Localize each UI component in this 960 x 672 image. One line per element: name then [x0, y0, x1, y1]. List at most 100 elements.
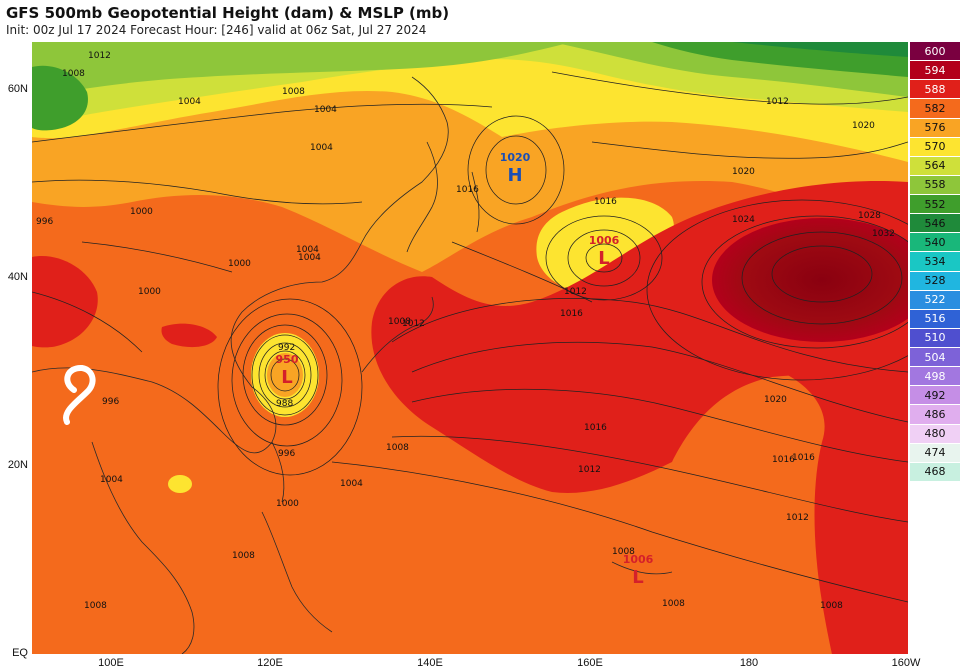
- isobar-label: 1020: [764, 395, 787, 405]
- isobar-labels: 1012 1008 1004 1004 1008 1004 1000 1000 …: [36, 51, 895, 611]
- height-field-600: [712, 218, 908, 342]
- low-pressure-l-south: L: [632, 567, 643, 588]
- isobar-label: 1000: [228, 259, 251, 269]
- isobars: [32, 71, 908, 603]
- isobar-label: 1004: [296, 245, 319, 255]
- isobar-label: 1008: [84, 601, 107, 611]
- isobar-label: 1008: [820, 601, 843, 611]
- lon-label-100e: 100E: [98, 657, 124, 669]
- isobar-label: 1012: [766, 97, 789, 107]
- legend-entry: 468: [910, 462, 960, 482]
- small-low-576: [168, 475, 192, 493]
- legend-swatch: 570: [910, 137, 960, 156]
- isobar-label: 1028: [858, 211, 881, 221]
- legend-swatch: 510: [910, 328, 960, 347]
- isobar-label: 1004: [314, 105, 337, 115]
- legend-swatch: 486: [910, 405, 960, 424]
- isobar-label: 1004: [340, 479, 363, 489]
- legend-entry: 528: [910, 271, 960, 291]
- typhoon-l: L: [281, 367, 292, 388]
- legend-entry: 522: [910, 290, 960, 310]
- map-canvas: 1012 1008 1004 1004 1008 1004 1000 1000 …: [32, 42, 908, 654]
- lon-label-160w: 160W: [891, 657, 921, 669]
- legend-swatch: 528: [910, 271, 960, 290]
- legend-entry: 588: [910, 80, 960, 100]
- isobar-label: 1016: [456, 185, 479, 195]
- height-field-594-south: [782, 372, 908, 654]
- isobar-label: 996: [36, 217, 53, 227]
- legend-swatch: 504: [910, 348, 960, 367]
- isobar-label: 1032: [872, 229, 895, 239]
- isobar-label: 1016: [594, 197, 617, 207]
- isobar-label: 1016: [584, 423, 607, 433]
- legend-swatch: 552: [910, 195, 960, 214]
- legend-swatch: 558: [910, 175, 960, 194]
- lon-label-140e: 140E: [417, 657, 443, 669]
- low-pressure-l: L: [598, 248, 609, 269]
- isobar-label: 1016: [772, 455, 795, 465]
- height-field-552: [732, 42, 908, 57]
- legend-entry: 546: [910, 214, 960, 234]
- tropical-marker-icon: [63, 365, 96, 425]
- legend-swatch: 516: [910, 309, 960, 328]
- lat-label-eq: EQ: [12, 647, 28, 659]
- isobar-label: 1016: [560, 309, 583, 319]
- height-field-594-china: [161, 323, 217, 348]
- weather-map[interactable]: 1012 1008 1004 1004 1008 1004 1000 1000 …: [32, 42, 908, 654]
- lat-label-40n: 40N: [7, 271, 28, 283]
- legend-entry: 540: [910, 233, 960, 253]
- isobar-label: 996: [278, 449, 295, 459]
- legend-swatch: 492: [910, 386, 960, 405]
- isobar-label: 1012: [578, 465, 601, 475]
- legend-entry: 558: [910, 175, 960, 195]
- isobar-label: 1008: [388, 317, 411, 327]
- title-block: GFS 500mb Geopotential Height (dam) & MS…: [6, 4, 449, 38]
- legend-entry: 504: [910, 348, 960, 368]
- lon-label-180: 180: [739, 657, 759, 669]
- high-pressure-h: H: [507, 165, 522, 186]
- isobar-label: 1004: [298, 253, 321, 263]
- isobar-label: 1000: [138, 287, 161, 297]
- typhoon-eye-582: [267, 353, 303, 397]
- isobar-label: 1020: [852, 121, 875, 131]
- legend-entry: 486: [910, 405, 960, 425]
- lon-label-160e: 160E: [577, 657, 603, 669]
- isobar-label: 1000: [130, 207, 153, 217]
- isobar-label: 1012: [786, 513, 809, 523]
- legend-entry: 582: [910, 99, 960, 119]
- isobar-label: 1012: [402, 319, 425, 329]
- legend-swatch: 594: [910, 61, 960, 80]
- height-field-558-west: [32, 65, 88, 131]
- legend-swatch: 564: [910, 156, 960, 175]
- high-pressure-value: 1020: [500, 151, 531, 164]
- legend-entry: 564: [910, 156, 960, 176]
- isobar-label: 1008: [282, 87, 305, 97]
- color-legend: 600 594 588 582 576 570 564 558 552 546 540 534 528 5…: [910, 42, 960, 482]
- isobar-label: 1008: [386, 443, 409, 453]
- low-pressure-value: 1006: [589, 234, 620, 247]
- legend-entry: 552: [910, 195, 960, 215]
- isobar-label: 996: [102, 397, 119, 407]
- height-field-564: [32, 42, 572, 97]
- legend-swatch: 474: [910, 443, 960, 462]
- isobar-label: 1012: [564, 287, 587, 297]
- legend-swatch: 546: [910, 214, 960, 233]
- isobar-label: 1004: [178, 97, 201, 107]
- legend-swatch: 582: [910, 99, 960, 118]
- lat-label-20n: 20N: [7, 459, 28, 471]
- isobar-label: 1020: [732, 167, 755, 177]
- legend-swatch: 498: [910, 367, 960, 386]
- legend-entry: 474: [910, 443, 960, 463]
- isobar-label: 988: [276, 399, 293, 409]
- isobar-label: 1008: [612, 547, 635, 557]
- isobar-label: 1024: [732, 215, 755, 225]
- low-pressure-value-south: 1006: [623, 553, 654, 566]
- legend-swatch: 540: [910, 233, 960, 252]
- isobar-label: 1012: [88, 51, 111, 61]
- coastlines: [32, 76, 673, 654]
- legend-entry: 534: [910, 252, 960, 272]
- isobar-label: 1004: [310, 143, 333, 153]
- height-field-594-west: [32, 256, 98, 348]
- legend-swatch: 588: [910, 80, 960, 99]
- legend-swatch: 600: [910, 42, 960, 61]
